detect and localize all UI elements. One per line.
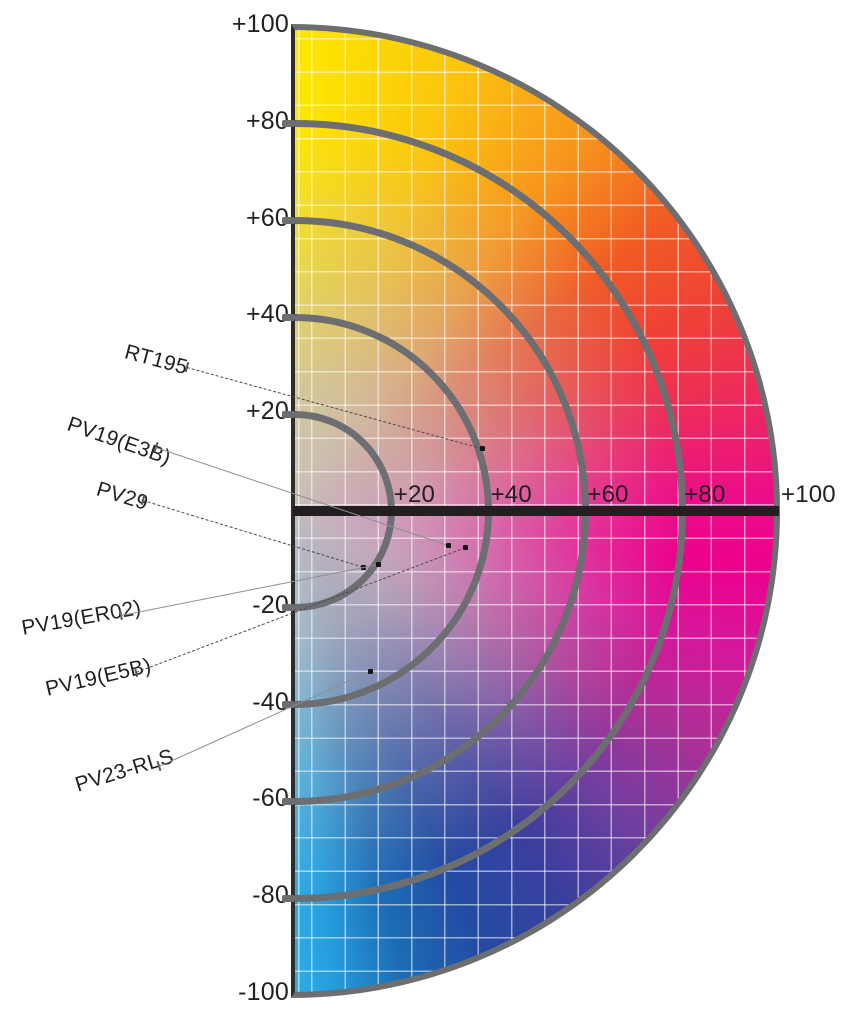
data-point-dot-PV19(ER02) xyxy=(375,562,381,568)
x-tick-label-+40: +40 xyxy=(490,481,532,508)
pigment-label-PV19(ER02): PV19(ER02) xyxy=(19,596,143,640)
x-tick-label-+60: +60 xyxy=(587,481,629,508)
axis-tick-nub--60 xyxy=(282,797,295,805)
x-tick-label-+80: +80 xyxy=(684,481,726,508)
data-point-dot-PV29 xyxy=(361,564,367,570)
pigment-label-RT195: RT195 xyxy=(122,340,191,380)
y-tick-label-+100: +100 xyxy=(231,10,289,38)
data-point-dot-PV19(E3B) xyxy=(445,542,451,548)
data-point-dot-PV23-RLS xyxy=(368,668,374,674)
axis-tick-nub--20 xyxy=(282,604,295,612)
x-tick-label-+20: +20 xyxy=(393,481,436,508)
axis-tick-nub--40 xyxy=(282,701,295,709)
data-point-dot-PV19(E5B) xyxy=(462,545,468,551)
y-tick-label--20: -20 xyxy=(252,590,289,619)
y-tick-label-+20: +20 xyxy=(245,397,289,426)
axis-tick-nub-+60 xyxy=(282,217,295,225)
axis-tick-nub-+80 xyxy=(282,120,295,128)
y-tick-label--60: -60 xyxy=(252,784,289,813)
pigment-label-PV19(E5B): PV19(E5B) xyxy=(43,654,154,701)
x-tick-label-+100: +100 xyxy=(781,481,836,508)
axis-tick-nub--80 xyxy=(282,894,295,902)
y-tick-label--100: -100 xyxy=(238,978,289,1006)
y-tick-label-+60: +60 xyxy=(245,203,289,232)
axis-tick-nub-+40 xyxy=(282,313,295,321)
y-tick-label--40: -40 xyxy=(252,687,289,716)
axis-tick-nub-+20 xyxy=(282,410,295,418)
y-tick-label--80: -80 xyxy=(252,881,289,910)
pigment-label-PV23-RLS: PV23-RLS xyxy=(72,744,177,797)
data-point-dot-RT195 xyxy=(479,446,485,452)
a-axis-line xyxy=(293,506,779,516)
y-tick-label-+80: +80 xyxy=(245,106,289,135)
y-tick-label-+40: +40 xyxy=(245,300,289,329)
